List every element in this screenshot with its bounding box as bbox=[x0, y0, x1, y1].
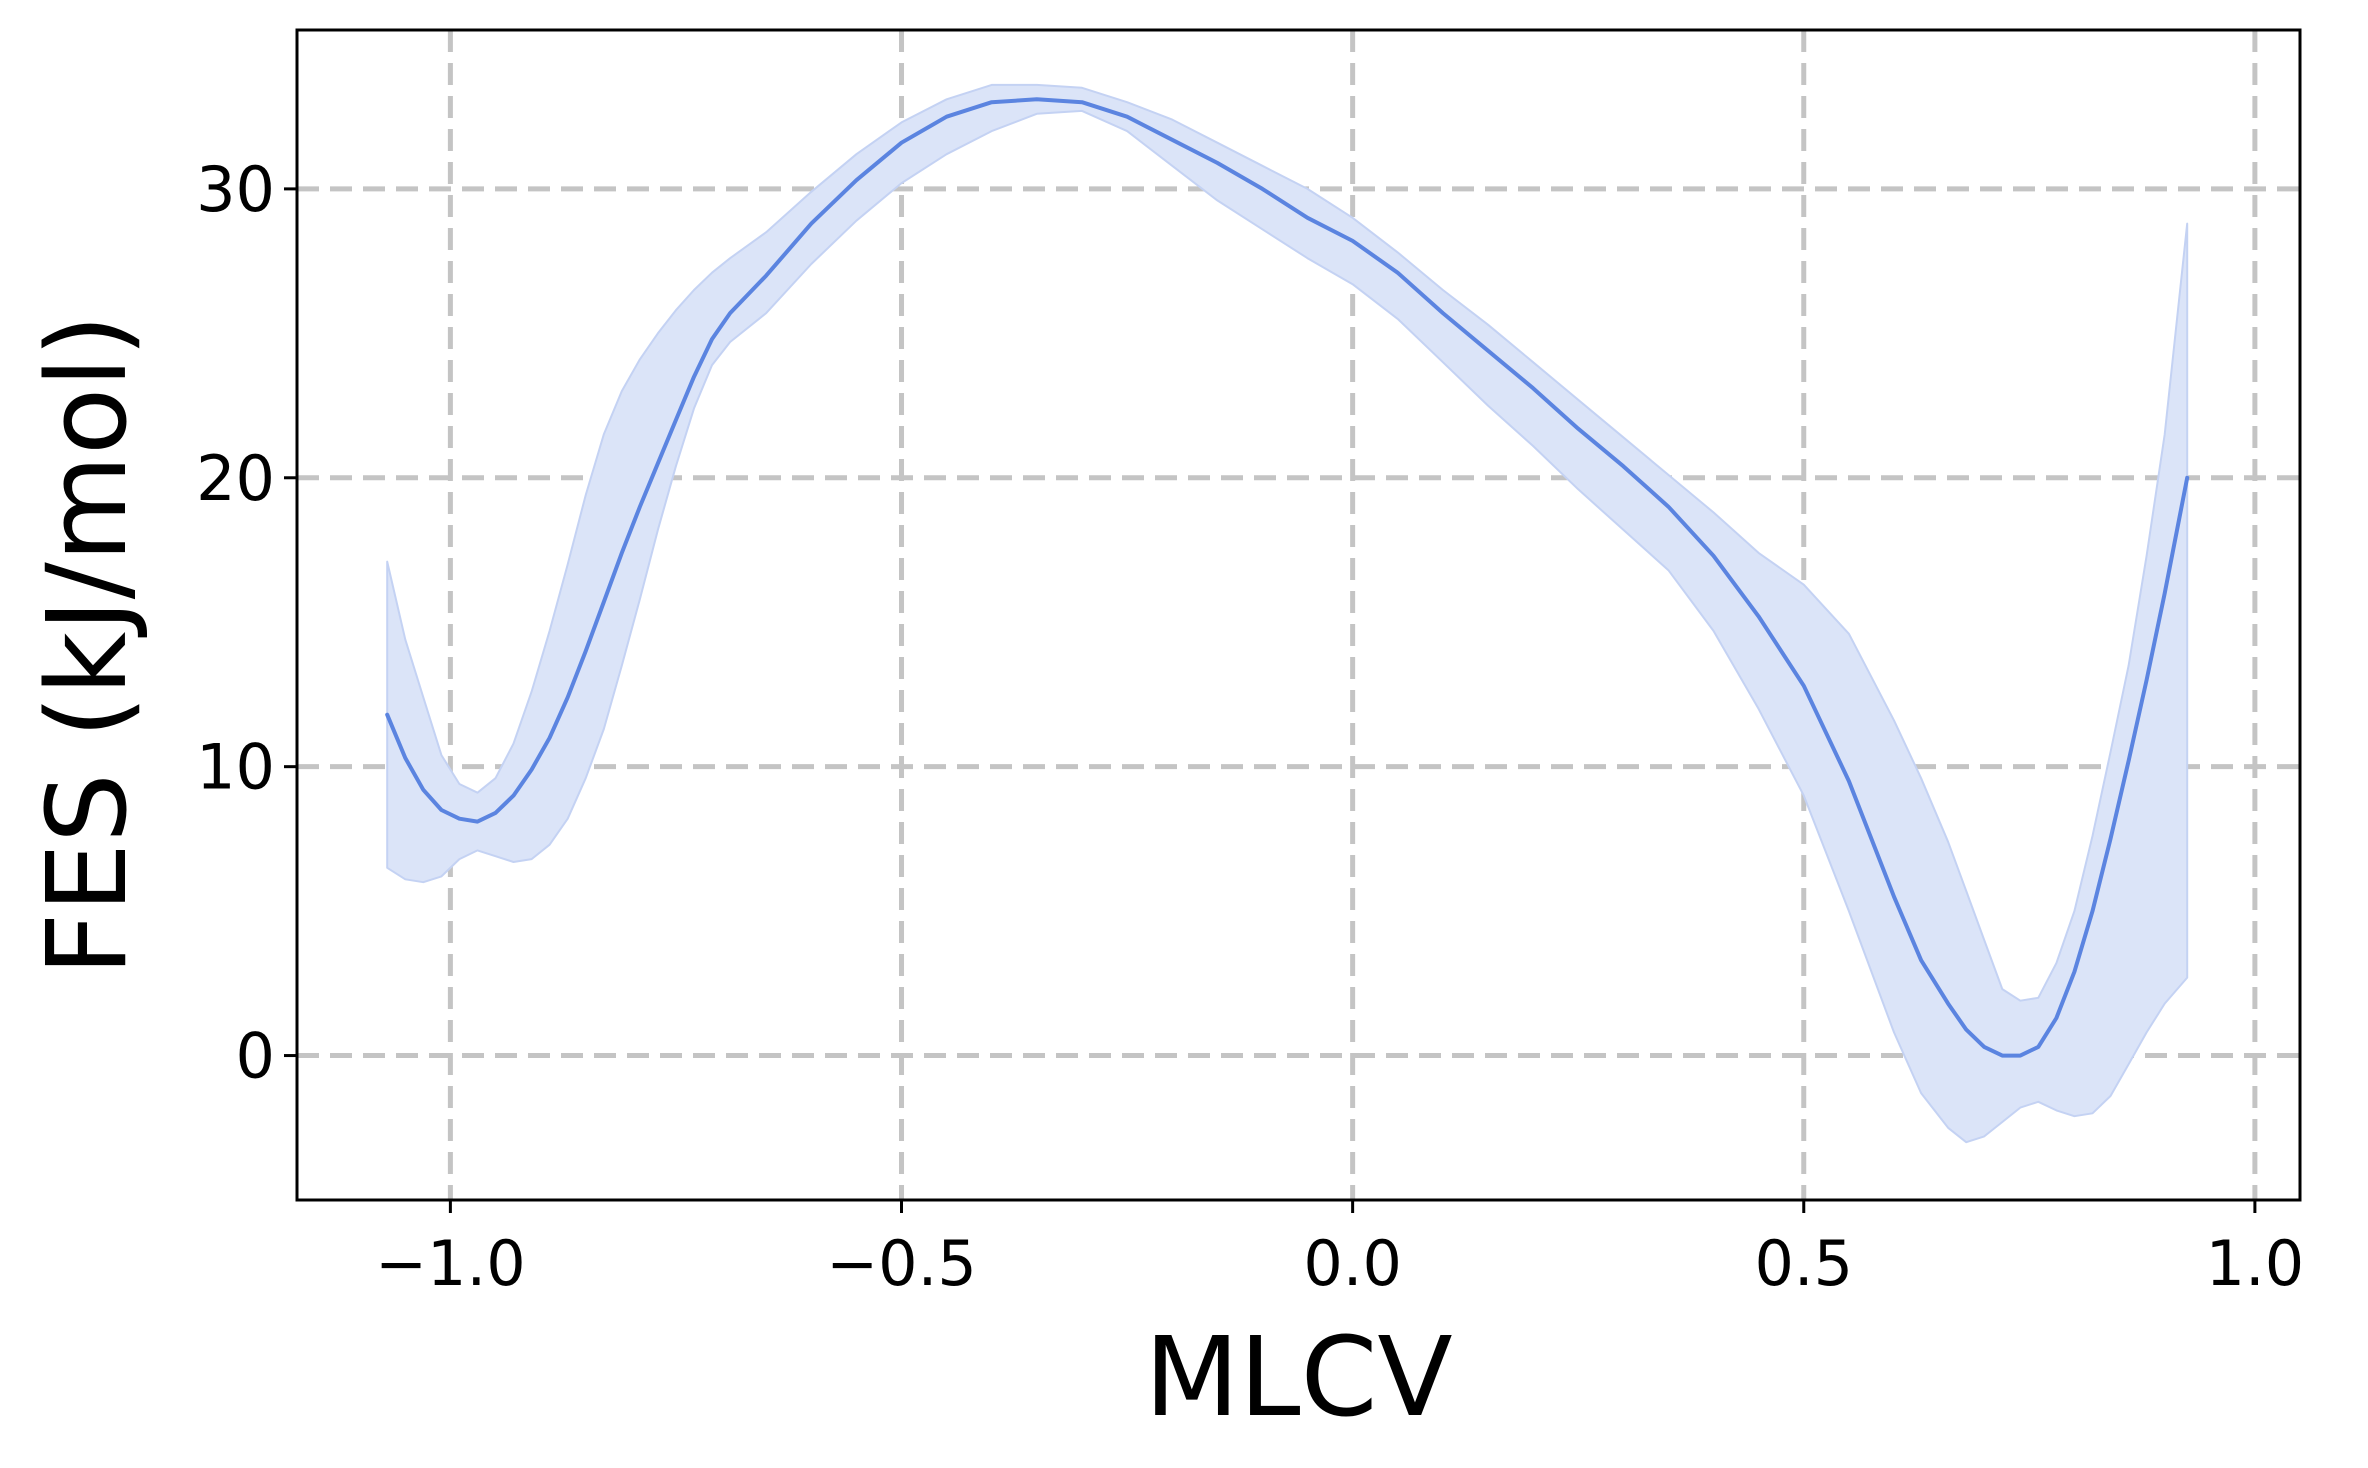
x-tick-label: −1.0 bbox=[375, 1227, 526, 1300]
x-tick-label: 1.0 bbox=[2206, 1227, 2305, 1300]
ticks: −1.0 −0.5 0.0 0.5 1.0 0 10 20 30 bbox=[196, 153, 2304, 1300]
uncertainty-band-layer bbox=[386, 83, 2189, 1144]
x-tick-label: 0.5 bbox=[1754, 1227, 1853, 1300]
y-tick-label: 10 bbox=[196, 731, 275, 804]
y-axis-title: FES (kJ/mol) bbox=[23, 314, 151, 976]
x-tick-label: 0.0 bbox=[1303, 1227, 1402, 1300]
y-tick-label: 20 bbox=[196, 442, 275, 515]
y-tick-label: 30 bbox=[196, 153, 275, 226]
x-axis-title: MLCV bbox=[1144, 1313, 1452, 1441]
uncertainty-band bbox=[386, 83, 2189, 1144]
plot-frame bbox=[295, 28, 2302, 1202]
fes-line bbox=[385, 97, 2190, 1058]
x-tick-label: −0.5 bbox=[826, 1227, 977, 1300]
fes-line-layer bbox=[385, 97, 2190, 1058]
y-tick-label: 0 bbox=[236, 1020, 275, 1093]
